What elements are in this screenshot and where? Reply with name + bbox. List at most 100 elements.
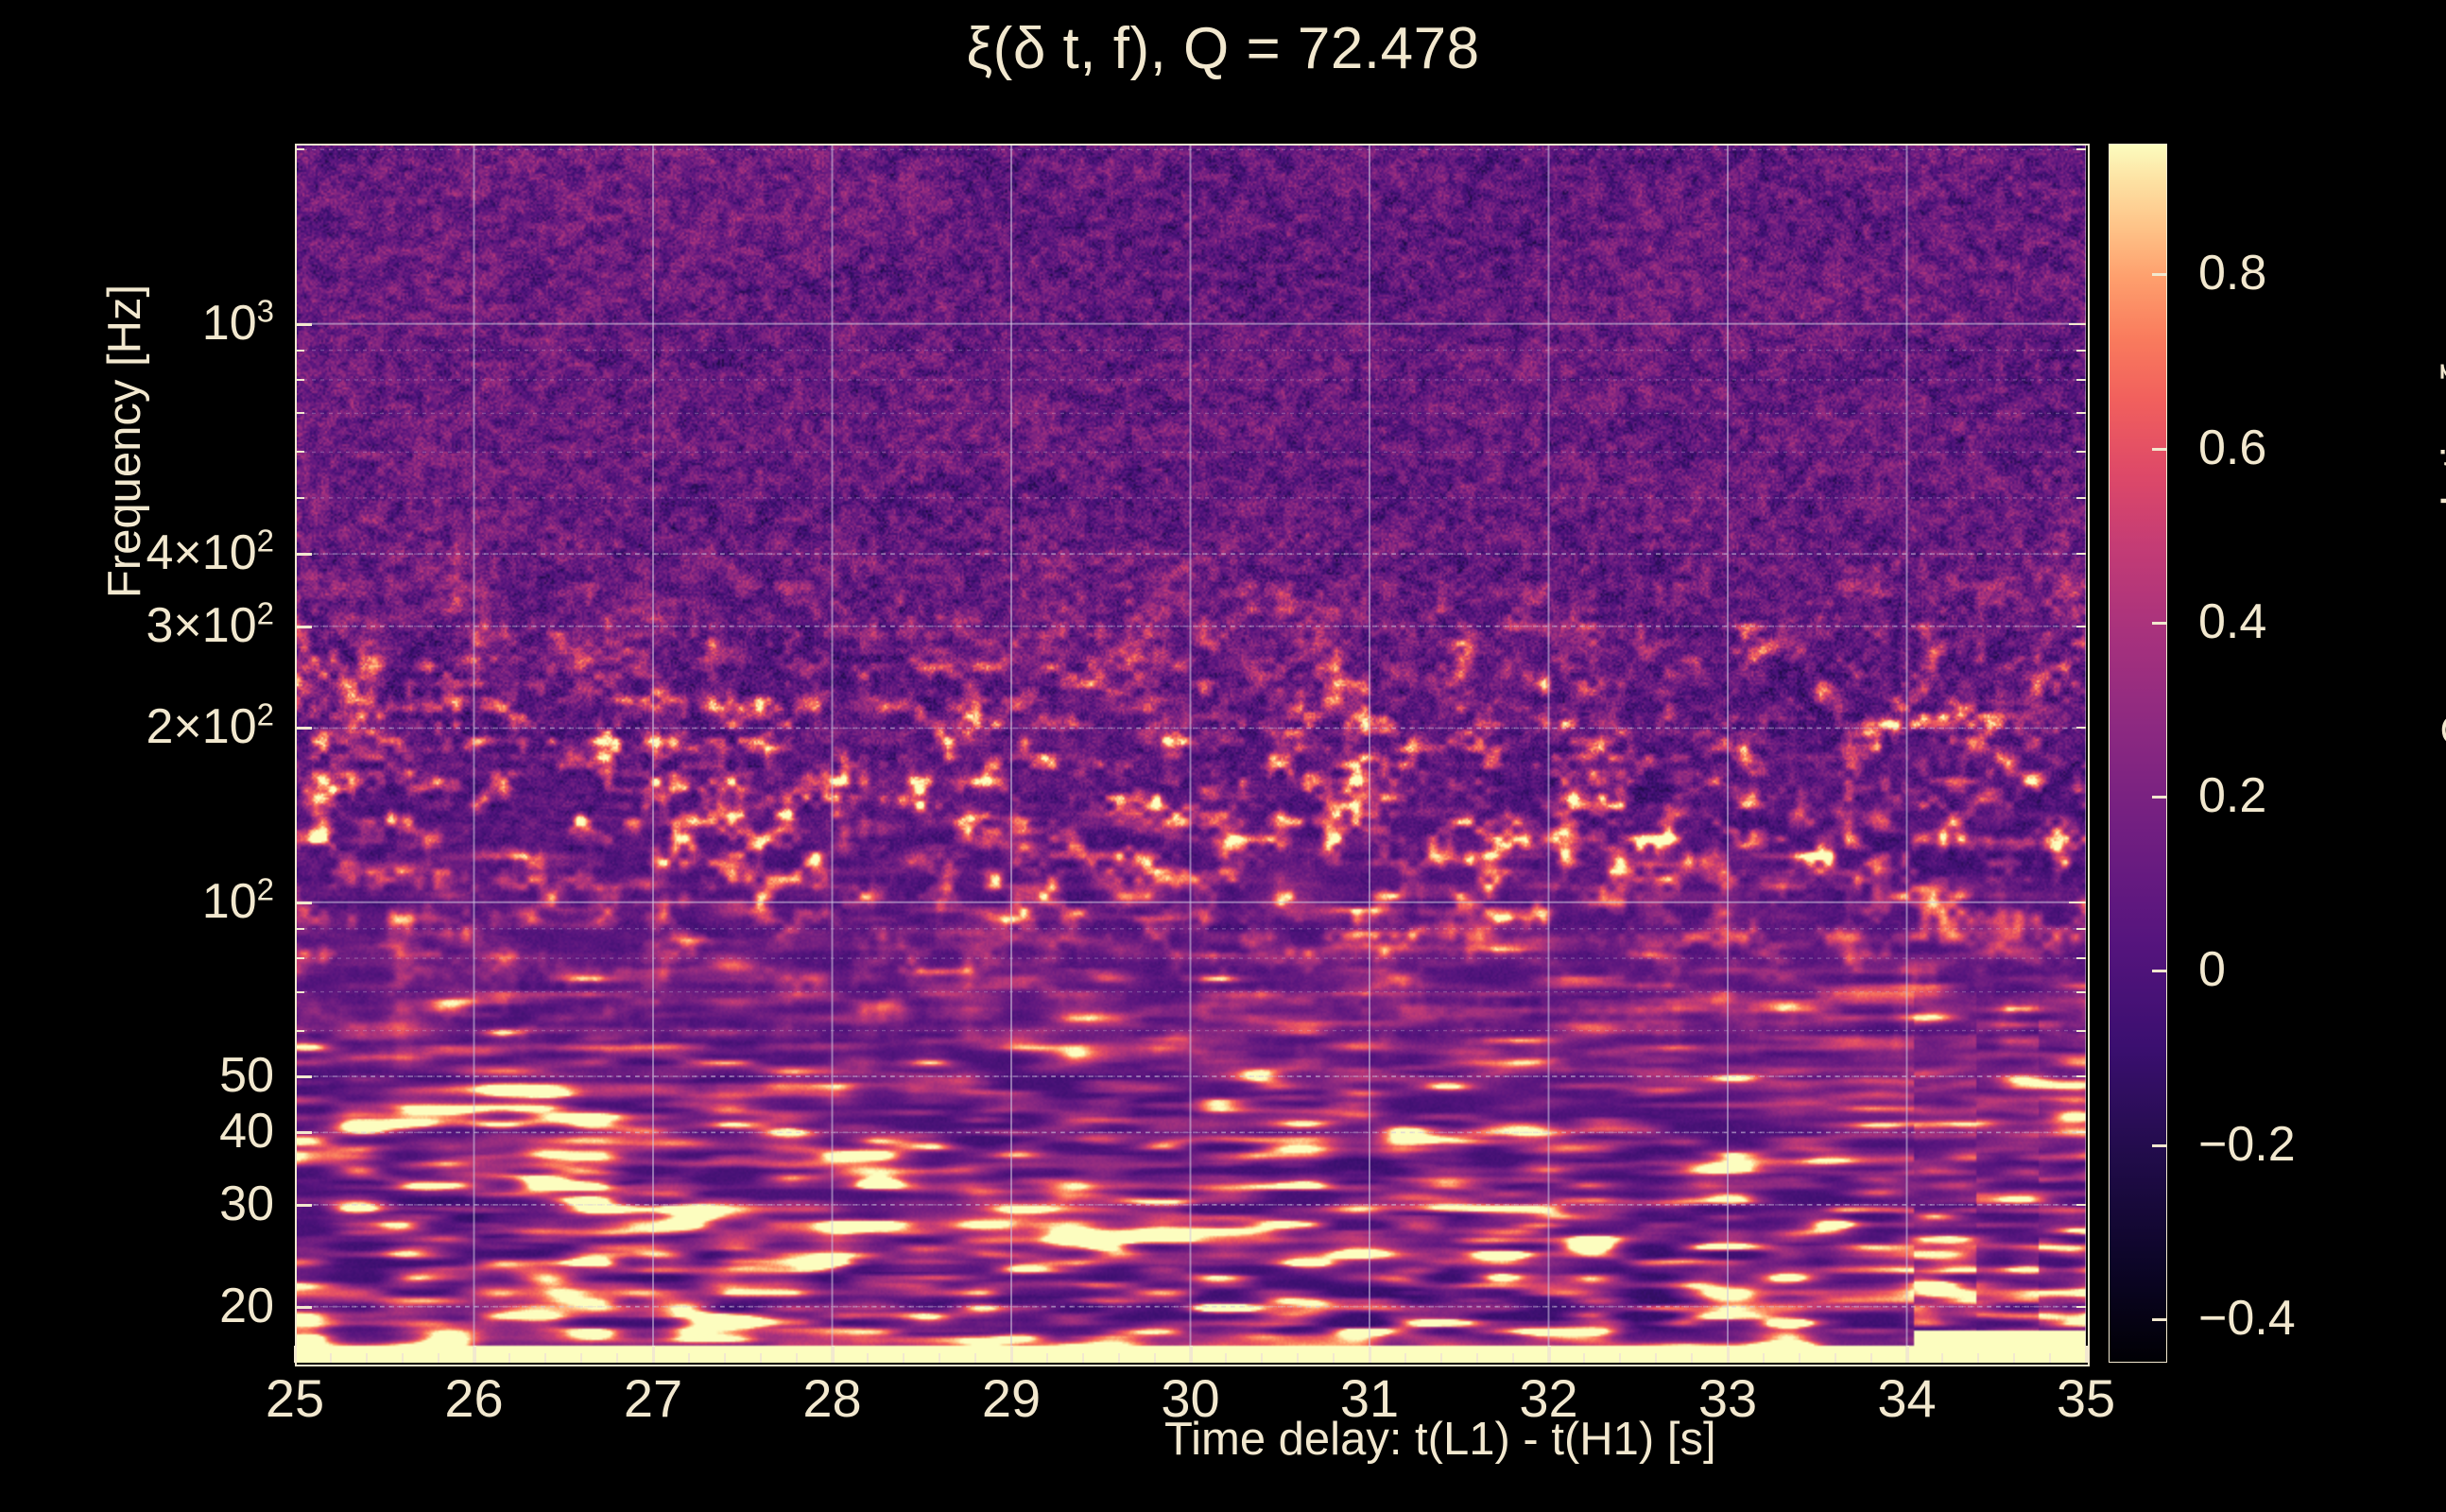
x-tick-label: 31: [1339, 1368, 1400, 1428]
y-minor-tick-mark: [2076, 553, 2086, 556]
x-minor-tick-mark: [1297, 1353, 1300, 1363]
x-minor-tick-mark: [939, 1353, 941, 1363]
x-minor-tick-mark: [329, 1353, 332, 1363]
x-minor-tick-mark: [1905, 1353, 1908, 1363]
x-minor-tick-mark: [723, 1353, 726, 1363]
y-tick-mantissa: 3×10: [146, 597, 257, 653]
x-minor-tick-mark: [544, 1353, 547, 1363]
y-minor-tick-mark: [295, 901, 312, 903]
y-tick-mantissa: 4×10: [146, 525, 257, 581]
x-tick-label: 26: [444, 1368, 504, 1428]
y-tick-label: 3×102: [0, 597, 275, 653]
x-minor-tick-mark: [1261, 1353, 1264, 1363]
x-tick-label: 32: [1519, 1368, 1578, 1428]
x-tick-label: 30: [1161, 1368, 1220, 1428]
x-minor-tick-mark: [1547, 1353, 1550, 1363]
x-minor-tick-mark: [437, 1353, 439, 1363]
y-tick-exponent: 2: [256, 697, 274, 733]
y-tick-exponent: 2: [256, 523, 274, 558]
x-minor-tick-mark: [473, 1353, 475, 1363]
x-minor-tick-mark: [1369, 1353, 1370, 1363]
y-minor-tick-mark: [2076, 451, 2086, 454]
y-minor-tick-mark: [2076, 349, 2086, 352]
y-minor-tick-mark: [295, 1131, 304, 1134]
y-minor-tick-mark: [2069, 901, 2086, 903]
y-minor-tick-mark: [2076, 1075, 2086, 1078]
x-minor-tick-mark: [1834, 1353, 1836, 1363]
x-minor-tick-mark: [1117, 1353, 1120, 1363]
y-minor-tick-mark: [295, 322, 312, 325]
y-minor-tick-mark: [295, 451, 304, 454]
colorbar-tick-label: −0.2: [2198, 1116, 2296, 1172]
colorbar-tick-mark: [2152, 447, 2167, 451]
y-minor-tick-mark: [295, 496, 304, 499]
x-minor-tick-mark: [1762, 1353, 1765, 1363]
x-minor-tick-mark: [1189, 1353, 1192, 1363]
y-minor-tick-mark: [2076, 496, 2086, 499]
x-minor-tick-mark: [1225, 1353, 1228, 1363]
x-minor-tick-mark: [1619, 1353, 1622, 1363]
x-minor-tick-mark: [1691, 1353, 1694, 1363]
y-minor-tick-mark: [2076, 1305, 2086, 1308]
y-minor-tick-mark: [295, 927, 304, 930]
y-tick-exponent: 2: [256, 595, 274, 631]
x-tick-label: 27: [623, 1368, 683, 1428]
y-tick-exponent: 3: [256, 293, 274, 329]
y-minor-tick-mark: [295, 1029, 304, 1032]
x-minor-tick-mark: [2049, 1353, 2052, 1363]
colorbar-tick-label: 0.6: [2198, 420, 2267, 475]
y-minor-tick-mark: [2076, 148, 2086, 151]
heatmap-plot-area: [295, 144, 2086, 1363]
y-tick-label: 20: [219, 1278, 274, 1333]
y-minor-tick-mark: [295, 957, 304, 960]
x-minor-tick-mark: [1798, 1353, 1800, 1363]
x-tick-label: 28: [802, 1368, 862, 1428]
x-minor-tick-mark: [687, 1353, 690, 1363]
y-minor-tick-mark: [295, 625, 304, 627]
x-minor-tick-mark: [795, 1353, 798, 1363]
y-minor-tick-mark: [2076, 412, 2086, 415]
y-minor-tick-mark: [2076, 1029, 2086, 1032]
x-minor-tick-mark: [1081, 1353, 1084, 1363]
y-tick-exponent: 2: [256, 871, 274, 907]
y-minor-tick-mark: [2076, 1203, 2086, 1206]
x-minor-tick-mark: [974, 1353, 977, 1363]
y-tick-mantissa: 10: [201, 873, 257, 929]
y-minor-tick-mark: [295, 990, 304, 993]
x-tick-label: 29: [981, 1368, 1042, 1428]
y-tick-label: 4×102: [0, 525, 275, 581]
x-minor-tick-mark: [1977, 1353, 1980, 1363]
y-tick-label: 102: [0, 873, 274, 929]
y-minor-tick-mark: [2076, 957, 2086, 960]
y-minor-tick-mark: [295, 1203, 304, 1206]
y-tick-label: 2×102: [0, 699, 275, 755]
x-minor-tick-mark: [759, 1353, 762, 1363]
colorbar-tick-mark: [2152, 1317, 2167, 1321]
x-axis-title: Time delay: t(L1) - t(H1) [s]: [1164, 1414, 1716, 1465]
y-minor-tick-mark: [295, 148, 304, 151]
x-minor-tick-mark: [365, 1353, 368, 1363]
spectrogram-heatmap: [295, 144, 2086, 1363]
y-minor-tick-mark: [2076, 927, 2086, 930]
colorbar-tick-mark: [2152, 970, 2167, 973]
y-tick-mantissa: 10: [201, 295, 257, 351]
y-tick-mantissa: 2×10: [146, 699, 257, 755]
y-tick-label: 50: [219, 1048, 274, 1104]
y-minor-tick-mark: [295, 1075, 304, 1078]
x-minor-tick-mark: [1655, 1353, 1658, 1363]
x-minor-tick-mark: [1439, 1353, 1442, 1363]
colorbar-tick-label: −0.4: [2198, 1290, 2296, 1346]
x-minor-tick-mark: [508, 1353, 511, 1363]
x-minor-tick-mark: [903, 1353, 905, 1363]
x-minor-tick-mark: [2085, 1353, 2087, 1363]
colorbar-tick-label: 0.2: [2198, 768, 2267, 824]
x-minor-tick-mark: [1941, 1353, 1944, 1363]
x-minor-tick-mark: [1869, 1353, 1872, 1363]
y-minor-tick-mark: [295, 553, 304, 556]
x-minor-tick-mark: [1045, 1353, 1048, 1363]
colorbar: [2109, 144, 2167, 1363]
x-minor-tick-mark: [294, 1353, 296, 1363]
y-minor-tick-mark: [2069, 322, 2086, 325]
x-tick-label: 33: [1697, 1368, 1758, 1428]
x-minor-tick-mark: [2013, 1353, 2016, 1363]
